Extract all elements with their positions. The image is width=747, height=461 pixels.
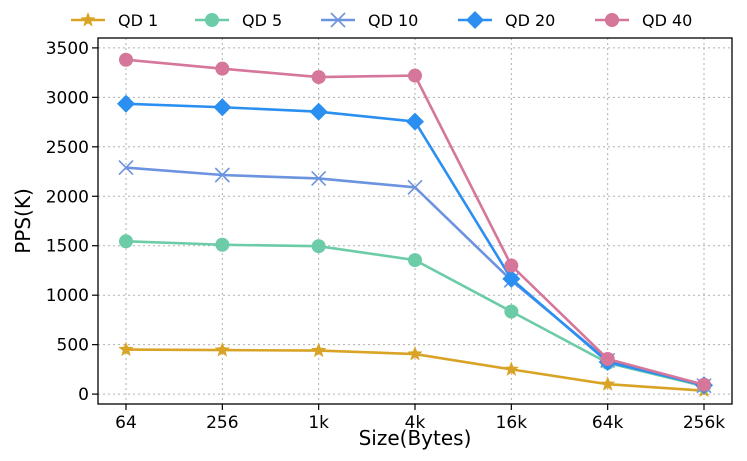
data-point-qd-20 bbox=[406, 112, 424, 131]
data-point-qd-40 bbox=[504, 258, 519, 273]
y-tick-label: 2500 bbox=[46, 138, 89, 158]
data-point-qd-1 bbox=[600, 376, 616, 391]
data-point-qd-20 bbox=[309, 102, 328, 121]
x-tick-label: 4k bbox=[405, 413, 426, 433]
data-point-qd-40 bbox=[697, 377, 711, 392]
y-tick-label: 1000 bbox=[46, 286, 89, 306]
series-qd-10 bbox=[118, 160, 712, 394]
legend-label: QD 1 bbox=[118, 11, 158, 30]
data-point-qd-10 bbox=[407, 179, 423, 195]
series-lines bbox=[117, 52, 713, 398]
data-point-qd-5 bbox=[215, 237, 230, 252]
x-tick-label: 256k bbox=[683, 413, 725, 433]
data-point-qd-1 bbox=[503, 361, 519, 376]
data-point-qd-1 bbox=[118, 341, 134, 357]
y-tick-label: 3500 bbox=[46, 39, 89, 59]
data-point-qd-20 bbox=[502, 269, 521, 288]
legend-entry-qd-5: QD 5 bbox=[195, 11, 282, 30]
legend: QD 1 QD 5 QD 10 QD 20 QD 40 bbox=[71, 11, 692, 30]
y-tick-label: 1500 bbox=[46, 237, 89, 257]
data-point-qd-10 bbox=[214, 167, 230, 183]
data-point-qd-1 bbox=[311, 342, 327, 358]
x-tick-label: 1k bbox=[308, 413, 329, 433]
data-point-qd-5 bbox=[119, 234, 133, 249]
x-tick-label: 64k bbox=[592, 413, 624, 433]
data-point-qd-40 bbox=[311, 70, 326, 85]
x-tick-label: 16k bbox=[496, 413, 528, 433]
legend-entry-qd-40: QD 40 bbox=[595, 11, 692, 30]
data-point-qd-20 bbox=[213, 98, 232, 117]
data-point-qd-5 bbox=[311, 239, 326, 254]
data-point-qd-20 bbox=[117, 94, 135, 113]
legend-label: QD 40 bbox=[642, 11, 692, 30]
data-point-qd-40 bbox=[408, 68, 422, 83]
legend-label: QD 20 bbox=[505, 11, 555, 30]
plot-frame bbox=[97, 37, 733, 405]
legend-marker bbox=[605, 13, 619, 27]
y-tick-label: 500 bbox=[57, 336, 89, 356]
legend-marker bbox=[466, 11, 484, 29]
y-tick-label: 3000 bbox=[46, 88, 89, 108]
legend-label: QD 10 bbox=[368, 11, 418, 30]
data-point-qd-40 bbox=[215, 61, 230, 76]
axes: 0 500 1000 1500 2000 2500 3000 3500 64 256 1k 4k 16k… bbox=[46, 37, 733, 433]
x-tick-label: 256 bbox=[206, 413, 238, 433]
series-qd-40 bbox=[119, 52, 711, 392]
legend-entry-qd-1: QD 1 bbox=[71, 11, 158, 30]
data-point-qd-40 bbox=[600, 351, 615, 366]
legend-entry-qd-20: QD 20 bbox=[458, 11, 555, 30]
data-point-qd-40 bbox=[119, 52, 133, 67]
legend-entry-qd-10: QD 10 bbox=[321, 11, 418, 30]
x-axis-title: Size(Bytes) bbox=[359, 426, 472, 450]
data-point-qd-5 bbox=[504, 304, 519, 319]
legend-marker bbox=[330, 12, 346, 28]
y-tick-label: 2000 bbox=[46, 187, 89, 207]
series-qd-1 bbox=[118, 341, 712, 398]
legend-marker bbox=[205, 13, 219, 27]
x-tick-label: 64 bbox=[115, 413, 137, 433]
y-tick-label: 0 bbox=[78, 385, 89, 405]
data-point-qd-10 bbox=[118, 160, 134, 176]
data-point-qd-5 bbox=[408, 253, 422, 268]
y-axis-title: PPS(K) bbox=[11, 188, 35, 254]
legend-marker bbox=[80, 12, 96, 27]
legend-label: QD 5 bbox=[242, 11, 282, 30]
data-point-qd-1 bbox=[214, 342, 230, 357]
data-point-qd-10 bbox=[311, 170, 327, 187]
data-point-qd-1 bbox=[407, 346, 423, 361]
